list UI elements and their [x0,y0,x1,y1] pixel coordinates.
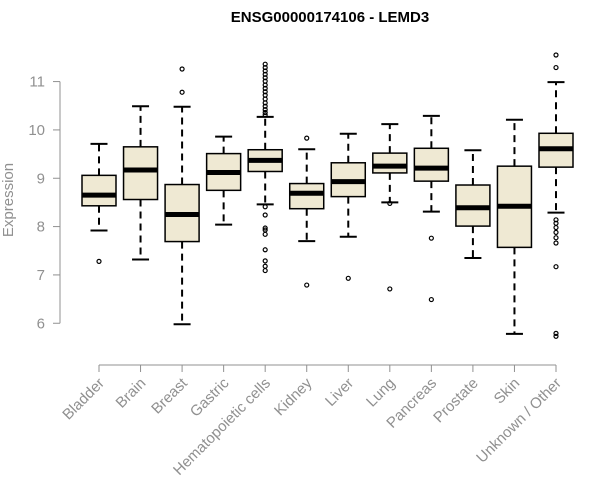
box-liver [330,132,367,281]
outlier-point [262,267,268,274]
x-tick-label: Breast [148,374,191,417]
box-breast [164,66,200,326]
outlier-point [262,103,268,109]
box-pancreas [413,114,450,303]
outlier-point [345,275,351,281]
outlier-point [262,227,268,233]
outlier-point [262,225,268,231]
x-tick-label: Liver [322,375,357,410]
outlier-point [262,85,268,91]
outlier-point [553,52,559,58]
y-tick-label: 11 [29,74,45,91]
box-prostate [455,149,491,259]
y-tick-label: 9 [37,170,45,187]
outlier-point [553,330,559,336]
box-plots [81,52,574,339]
outlier-point [553,229,559,235]
outlier-point [262,107,268,113]
x-tick-label: Skin [491,375,524,408]
y-tick-label: 6 [37,315,45,332]
outlier-point [262,212,268,218]
box-hematopoietic-cells [247,61,283,274]
x-tick-label: Bladder [59,375,108,424]
outlier-point [262,64,268,71]
outlier-point [262,109,268,116]
box-gastric [205,135,242,226]
outlier-point [553,64,559,71]
outlier-point [262,247,268,253]
outlier-point [262,78,268,84]
box-lung [372,123,408,292]
outlier-point [553,240,559,246]
x-tick-label: Brain [113,375,150,412]
outlier-point [262,258,268,264]
chart-title: ENSG00000174106 - LEMD3 [231,9,429,26]
outlier-point [553,220,559,226]
outlier-point [553,224,559,231]
outlier-point [304,282,310,288]
y-axis: 6 7 8 9 10 11 [28,74,61,332]
box-iqr [413,147,450,182]
outlier-point [96,258,102,264]
outlier-point [428,296,434,303]
outlier-point [553,235,559,241]
y-tick-label: 10 [28,122,45,139]
x-tick-label: Kidney [271,374,316,419]
outlier-point [262,231,268,237]
x-tick-label: Lung [363,375,399,411]
y-axis-label: Expression [0,163,17,237]
outlier-point [179,89,185,95]
outlier-point [262,61,268,67]
box-bladder [81,142,117,264]
y-tick-label: 7 [37,267,45,284]
box-iqr [81,174,117,207]
outlier-point [553,264,559,270]
outlier-point [262,112,268,118]
outlier-point [387,286,393,292]
outlier-point [428,235,434,241]
box-unknown-other [538,52,574,339]
outlier-point [179,66,185,72]
x-tick-label: Prostate [430,375,482,427]
box-iqr [372,152,408,174]
outlier-point [553,217,559,223]
outlier-point [304,135,310,141]
outlier-point [553,333,559,339]
outlier-point [262,89,268,95]
outlier-point [387,200,393,206]
outlier-point [262,71,268,77]
box-brain [122,105,159,261]
outlier-point [262,92,268,98]
outlier-point [262,75,268,81]
outlier-point [262,263,268,269]
y-tick-label: 8 [37,219,45,236]
outlier-point [262,204,268,210]
box-skin [496,118,533,335]
box-kidney [288,135,325,288]
box-iqr [288,182,325,210]
outlier-point [262,68,268,74]
box-iqr [122,146,159,201]
